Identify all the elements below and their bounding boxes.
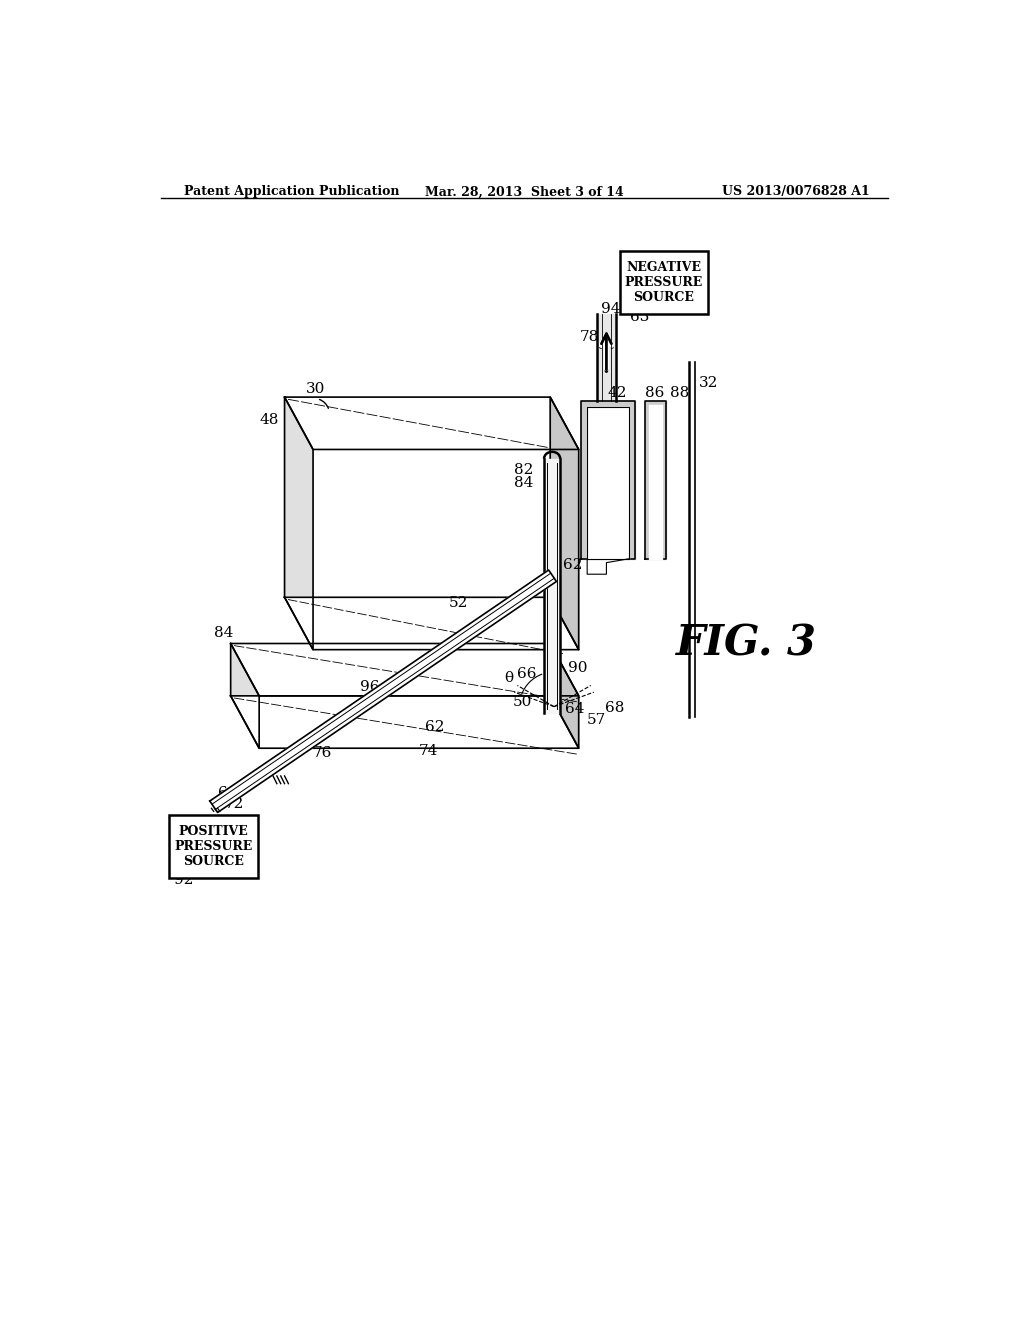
Text: 94: 94	[601, 302, 621, 317]
Polygon shape	[645, 401, 666, 558]
Text: 84: 84	[214, 627, 233, 640]
Text: 84: 84	[514, 477, 534, 490]
Text: 66: 66	[517, 668, 537, 681]
Polygon shape	[597, 314, 615, 401]
Text: US 2013/0076828 A1: US 2013/0076828 A1	[722, 185, 869, 198]
Polygon shape	[544, 459, 560, 713]
Text: θ: θ	[504, 671, 513, 685]
Text: 62: 62	[563, 558, 583, 572]
Text: Mar. 28, 2013  Sheet 3 of 14: Mar. 28, 2013 Sheet 3 of 14	[425, 185, 625, 198]
Polygon shape	[587, 407, 629, 558]
Polygon shape	[285, 397, 579, 449]
Text: 52: 52	[449, 597, 468, 610]
Text: 62: 62	[425, 719, 444, 734]
Text: 92: 92	[174, 873, 194, 887]
Polygon shape	[550, 644, 579, 748]
Text: 63: 63	[630, 310, 649, 323]
Text: 96: 96	[360, 680, 380, 693]
Text: 42: 42	[608, 387, 628, 400]
Polygon shape	[230, 644, 579, 696]
Polygon shape	[230, 644, 259, 748]
Text: 64: 64	[565, 702, 585, 715]
Text: 61: 61	[217, 785, 238, 800]
Bar	[620, 251, 708, 314]
Text: 30: 30	[306, 383, 326, 396]
Polygon shape	[581, 401, 635, 558]
Text: 68: 68	[605, 701, 625, 715]
Text: 48: 48	[259, 413, 279, 428]
Text: Patent Application Publication: Patent Application Publication	[184, 185, 400, 198]
Text: FIG. 3: FIG. 3	[676, 623, 817, 664]
Polygon shape	[285, 598, 579, 649]
Polygon shape	[285, 397, 313, 649]
Polygon shape	[649, 405, 662, 558]
Text: NEGATIVE
PRESSURE
SOURCE: NEGATIVE PRESSURE SOURCE	[625, 261, 702, 304]
Bar	[169, 816, 258, 878]
Text: 32: 32	[698, 376, 718, 391]
Text: 50: 50	[513, 696, 532, 709]
Polygon shape	[230, 696, 579, 748]
Polygon shape	[210, 570, 556, 813]
Text: POSITIVE
PRESSURE
SOURCE: POSITIVE PRESSURE SOURCE	[174, 825, 253, 869]
Text: 82: 82	[514, 463, 534, 478]
Text: 76: 76	[313, 746, 333, 760]
Text: 74: 74	[419, 744, 438, 758]
Text: 88: 88	[670, 387, 689, 400]
Text: 72: 72	[224, 797, 244, 810]
Text: 78: 78	[580, 330, 599, 345]
Text: 90: 90	[568, 661, 588, 675]
Text: 86: 86	[645, 387, 665, 400]
Text: 57: 57	[587, 714, 605, 727]
Polygon shape	[550, 397, 579, 649]
